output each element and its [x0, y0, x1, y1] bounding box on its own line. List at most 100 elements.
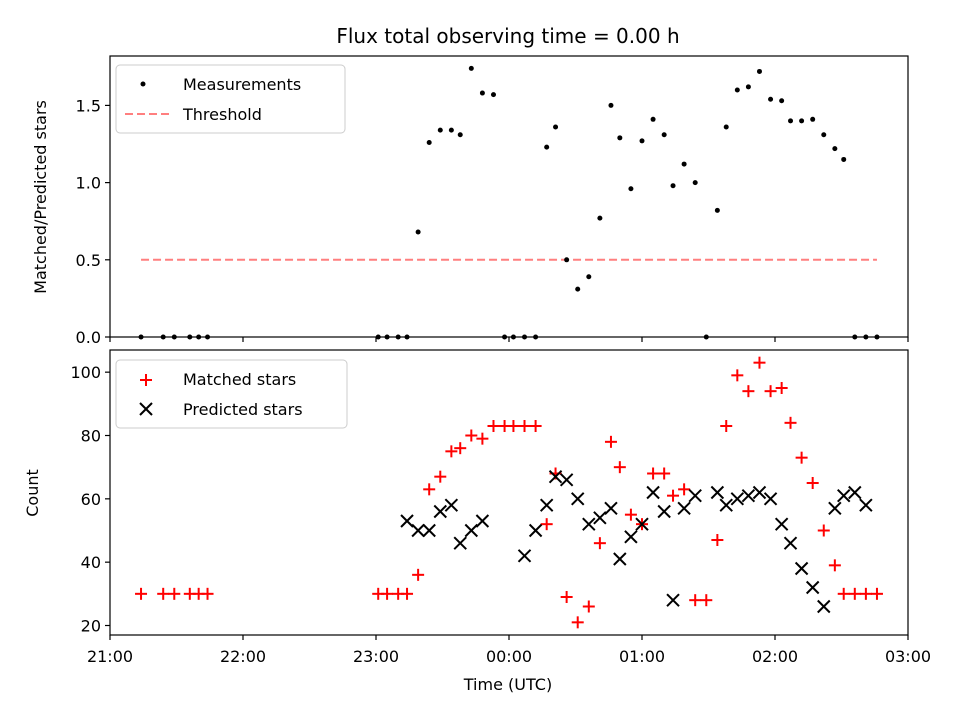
predicted-stars-point: [805, 580, 820, 595]
measurement-point: [810, 116, 816, 122]
measurement-point: [426, 139, 432, 145]
matched-stars-point: [764, 385, 777, 398]
top-ytick-label: 0.0: [76, 328, 101, 347]
predicted-stars-point: [774, 517, 789, 531]
matched-stars-point: [647, 467, 660, 480]
predicted-stars-point: [624, 530, 638, 544]
bottom-legend-box: [115, 359, 348, 429]
predicted-stars-point: [475, 514, 490, 528]
predicted-stars-point: [582, 517, 596, 531]
measurement-point: [841, 156, 847, 162]
measurement-point: [457, 132, 463, 138]
matched-stars-point: [859, 587, 872, 600]
bottom-xtick-label: 22:00: [220, 647, 266, 666]
measurement-point: [756, 68, 762, 74]
bottom-ytick-label: 40: [81, 553, 101, 572]
matched-stars-point: [658, 467, 671, 480]
top-y-ticks: 0.0 0.5 1.0 1.5: [76, 96, 110, 347]
top-legend: Measurements Threshold: [115, 64, 346, 134]
bottom-legend: Matched stars Predicted stars: [115, 359, 348, 429]
top-plot-marks: [138, 65, 880, 340]
legend-measurements-marker: [140, 81, 146, 87]
measurement-point: [670, 183, 676, 189]
legend-threshold-label: Threshold: [182, 105, 262, 124]
matched-stars-point: [711, 534, 724, 546]
matched-stars-point: [582, 600, 595, 613]
predicted-stars-point: [752, 485, 767, 500]
measurement-point: [661, 132, 667, 138]
measurement-point: [415, 229, 421, 235]
predicted-stars-point: [828, 501, 842, 516]
bottom-y-ticks: 20 40 60 80 100: [70, 363, 110, 636]
predicted-stars-point: [422, 523, 436, 538]
matched-stars-point: [518, 420, 531, 432]
matched-stars-point: [454, 442, 467, 455]
matched-stars-point: [828, 559, 841, 572]
predicted-stars-point: [794, 561, 809, 576]
predicted-stars-point: [783, 536, 798, 550]
measurement-point: [468, 65, 474, 71]
bottom-plot-marks: [135, 356, 883, 629]
predicted-stars-point: [593, 511, 607, 525]
predicted-stars-point: [666, 593, 680, 607]
matched-stars-point: [817, 524, 830, 537]
bottom-ytick-label: 100: [70, 363, 101, 382]
measurement-point: [723, 124, 729, 130]
matched-stars-point: [593, 537, 606, 550]
predicted-stars-point: [741, 488, 756, 503]
matched-stars-point: [412, 568, 425, 581]
matched-stars-point: [423, 483, 436, 496]
matched-stars-point: [604, 435, 617, 448]
bottom-ytick-label: 60: [81, 490, 101, 509]
bottom-ytick-label: 80: [81, 427, 101, 446]
predicted-stars-point: [559, 473, 574, 487]
predicted-stars-point: [604, 501, 618, 516]
matched-stars-point: [445, 445, 458, 458]
predicted-stars-point: [571, 492, 585, 506]
matched-stars-point: [678, 483, 691, 496]
matched-stars-point: [848, 587, 861, 600]
predicted-stars-point: [719, 498, 733, 512]
top-ytick-label: 1.5: [76, 96, 101, 115]
chart-title: Flux total observing time = 0.00 h: [336, 24, 679, 48]
legend-matched-marker: [140, 374, 152, 386]
predicted-stars-point: [548, 469, 563, 484]
matched-stars-point: [487, 420, 500, 432]
predicted-stars-point: [859, 498, 873, 512]
measurement-point: [490, 92, 496, 98]
measurement-point: [714, 207, 720, 213]
top-y-axis-label: Matched/Predicted stars: [31, 100, 50, 294]
bottom-xtick-label: 21:00: [87, 647, 133, 666]
predicted-stars-point: [444, 498, 459, 512]
top-x-ticks: [109, 337, 909, 342]
measurement-point: [832, 146, 838, 152]
measurement-point: [586, 274, 592, 280]
measurement-point: [544, 144, 550, 150]
matched-stars-point: [381, 587, 394, 600]
measurement-point: [628, 186, 634, 192]
predicted-stars-point: [848, 485, 862, 500]
predicted-stars-point: [613, 552, 627, 566]
top-panel: Flux total observing time = 0.00 h Match…: [31, 24, 909, 347]
measurement-point: [479, 90, 485, 96]
measurement-point: [745, 84, 751, 90]
predicted-stars-point: [464, 523, 479, 538]
matched-stars-point: [624, 508, 637, 521]
measurement-point: [597, 215, 603, 221]
predicted-stars-point: [837, 488, 851, 503]
bottom-xtick-label: 00:00: [486, 647, 532, 666]
predicted-stars-point: [657, 504, 671, 519]
predicted-stars-point: [677, 501, 691, 516]
measurement-point: [575, 286, 581, 292]
bottom-ytick-label: 20: [81, 617, 101, 636]
measurement-point: [799, 118, 805, 124]
top-ytick-label: 1.0: [76, 174, 101, 193]
matched-stars-point: [434, 470, 447, 483]
matched-stars-point: [476, 432, 489, 445]
matched-stars-point: [795, 451, 808, 464]
predicted-stars-point: [400, 514, 414, 528]
measurement-point: [650, 116, 656, 122]
matched-stars-point: [775, 382, 788, 394]
matched-stars-point: [720, 420, 733, 432]
measurement-point: [639, 138, 645, 144]
